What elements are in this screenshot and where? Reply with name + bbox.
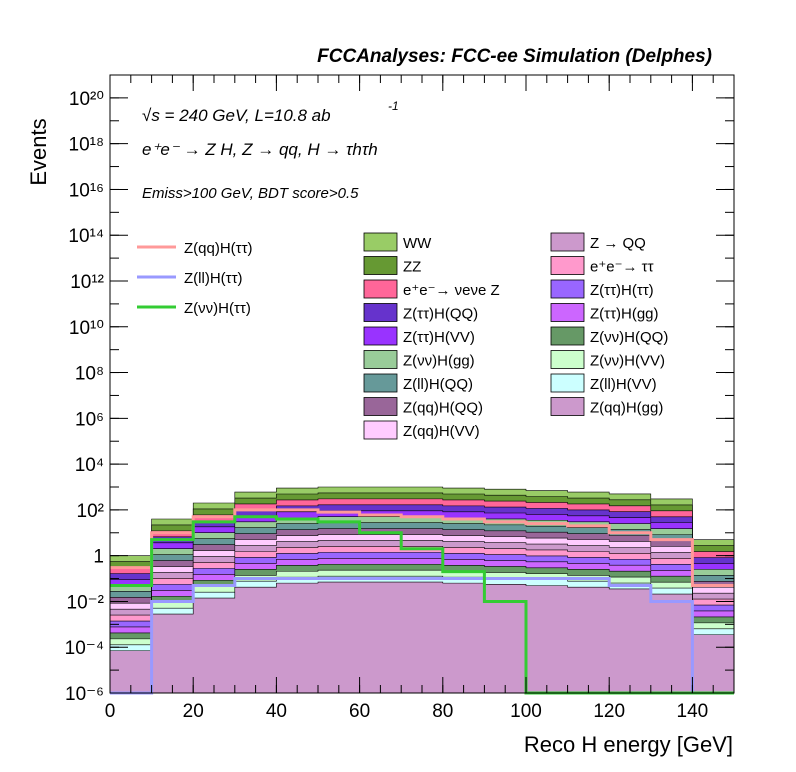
legend-entry: Z(ll)H(ττ) bbox=[184, 270, 243, 287]
legend-swatch bbox=[363, 279, 398, 299]
annotation-energy-lumi: √s = 240 GeV, L=10.8 ab bbox=[142, 106, 331, 125]
chart-header: FCCAnalyses: FCC-ee Simulation (Delphes) bbox=[317, 46, 712, 67]
legend-swatch bbox=[363, 420, 398, 440]
x-tick-label: 0 bbox=[105, 701, 116, 722]
legend-entry: Z(νν)H(ττ) bbox=[184, 300, 251, 317]
legend-entry: Z(ll)H(QQ) bbox=[403, 376, 473, 393]
annotation-selection: Emiss>100 GeV, BDT score>0.5 bbox=[142, 185, 359, 202]
line-z-ll-h- bbox=[110, 577, 734, 695]
x-tick-label: 120 bbox=[593, 701, 625, 722]
legend-entry: WW bbox=[403, 235, 432, 252]
legend-swatch bbox=[363, 256, 398, 275]
y-tick-label: 1 bbox=[93, 547, 104, 568]
legend-entry: Z(qq)H(VV) bbox=[403, 423, 480, 440]
x-tick-label: 100 bbox=[510, 701, 542, 722]
y-tick-label: 10¹² bbox=[70, 272, 104, 293]
y-tick-label: 10⁸ bbox=[75, 364, 104, 385]
legend-entry: Z(ττ)H(ττ) bbox=[590, 282, 654, 299]
y-tick-label: 10¹⁰ bbox=[69, 318, 104, 339]
x-tick-label: 20 bbox=[183, 701, 204, 722]
legend-swatch bbox=[363, 303, 398, 322]
y-tick-label: 10¹⁴ bbox=[68, 226, 104, 247]
line-z-qq-h- bbox=[110, 508, 734, 587]
y-tick-label: 10¹⁸ bbox=[69, 135, 104, 156]
annotation-lumi-exponent: -1 bbox=[388, 99, 399, 113]
legend: Z(qq)H(ττ) Z(ll)H(ττ) Z(νν)H(ττ) WW ZZ e⁺e⁻→ … bbox=[137, 232, 668, 440]
x-tick-label: 60 bbox=[349, 701, 370, 722]
legend-swatch bbox=[550, 279, 585, 299]
y-tick-label: 10⁶ bbox=[75, 409, 104, 430]
legend-swatch bbox=[550, 326, 585, 346]
y-tick-label: 10⁻⁶ bbox=[65, 684, 104, 705]
x-tick-label: 80 bbox=[432, 701, 453, 722]
legend-swatch bbox=[550, 232, 585, 252]
legend-swatch bbox=[550, 303, 585, 322]
y-tick-label: 10² bbox=[77, 501, 104, 522]
legend-entry: Z(νν)H(gg) bbox=[403, 353, 475, 370]
legend-swatch bbox=[363, 326, 398, 346]
legend-swatch bbox=[550, 256, 585, 275]
y-tick-label: 10²⁰ bbox=[69, 89, 104, 110]
legend-entry: Z(qq)H(QQ) bbox=[403, 400, 483, 417]
legend-entry: Z(νν)H(QQ) bbox=[590, 329, 668, 346]
legend-swatch bbox=[550, 373, 585, 393]
annotation-block: √s = 240 GeV, L=10.8 ab -1 e⁺e⁻ → Z H, Z… bbox=[142, 99, 399, 202]
legend-entry: Z(ττ)H(VV) bbox=[403, 329, 475, 346]
axis-ticks: 0 20 40 60 80 100 120 140 10⁻⁶ 10⁻⁴ 10⁻² 1 10² 10⁴ 10⁶… bbox=[65, 74, 735, 722]
legend-swatch bbox=[363, 232, 398, 252]
legend-entry: Z(qq)H(ττ) bbox=[184, 240, 253, 257]
stack-z-qq-h-gg- bbox=[109, 581, 735, 694]
x-tick-label: 140 bbox=[677, 701, 709, 722]
y-tick-label: 10⁻² bbox=[67, 592, 105, 613]
x-tick-label: 40 bbox=[266, 701, 287, 722]
legend-entry: ZZ bbox=[403, 259, 421, 276]
legend-swatch bbox=[363, 373, 398, 393]
y-axis-label: Events bbox=[26, 118, 51, 185]
y-tick-label: 10¹⁶ bbox=[69, 180, 104, 201]
x-axis-label: Reco H energy [GeV] bbox=[524, 732, 733, 757]
legend-swatch bbox=[550, 397, 585, 416]
y-tick-label: 10⁴ bbox=[75, 455, 104, 476]
legend-entry: Z(qq)H(gg) bbox=[590, 400, 663, 417]
legend-entry: e⁺e⁻→ ττ bbox=[590, 259, 654, 276]
legend-swatch bbox=[550, 350, 585, 369]
legend-entry: Z(ττ)H(QQ) bbox=[403, 306, 478, 323]
legend-swatch bbox=[363, 397, 398, 416]
legend-entry: Z(ττ)H(gg) bbox=[590, 306, 659, 323]
y-tick-label: 10⁻⁴ bbox=[65, 638, 104, 659]
legend-entry: Z(ll)H(VV) bbox=[590, 376, 657, 393]
legend-entry: e⁺e⁻→ νeνe Z bbox=[403, 282, 500, 299]
legend-swatch bbox=[363, 350, 398, 369]
legend-entry: Z(νν)H(VV) bbox=[590, 353, 665, 370]
annotation-process: e⁺e⁻ → Z H, Z → qq, H → τhτh bbox=[142, 140, 378, 159]
legend-entry: Z → QQ bbox=[590, 235, 646, 252]
